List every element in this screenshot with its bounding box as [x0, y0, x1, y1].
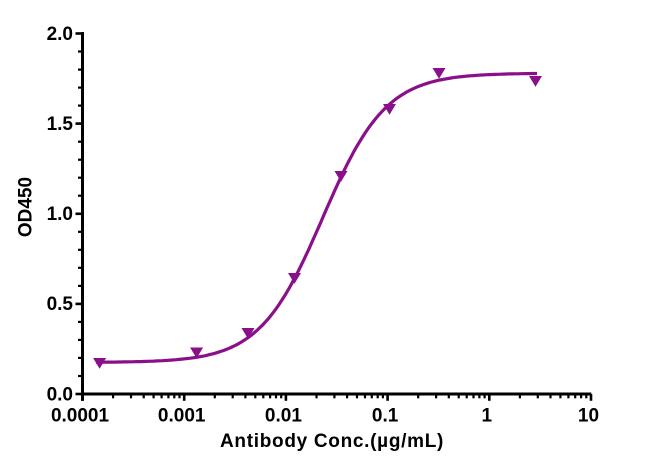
svg-text:0.1: 0.1: [372, 406, 399, 427]
svg-text:0.0: 0.0: [47, 384, 73, 405]
svg-text:1.5: 1.5: [47, 114, 74, 135]
svg-text:0.01: 0.01: [265, 406, 302, 427]
svg-text:2.0: 2.0: [47, 24, 73, 45]
svg-text:1.0: 1.0: [47, 204, 73, 225]
svg-text:OD450: OD450: [16, 177, 37, 237]
svg-text:0.0001: 0.0001: [51, 406, 110, 427]
svg-text:0.5: 0.5: [47, 294, 74, 315]
svg-text:Antibody Conc.(µg/mL): Antibody Conc.(µg/mL): [220, 431, 444, 452]
svg-text:0.001: 0.001: [158, 406, 206, 427]
svg-text:1: 1: [482, 406, 493, 427]
svg-text:10: 10: [578, 406, 599, 427]
